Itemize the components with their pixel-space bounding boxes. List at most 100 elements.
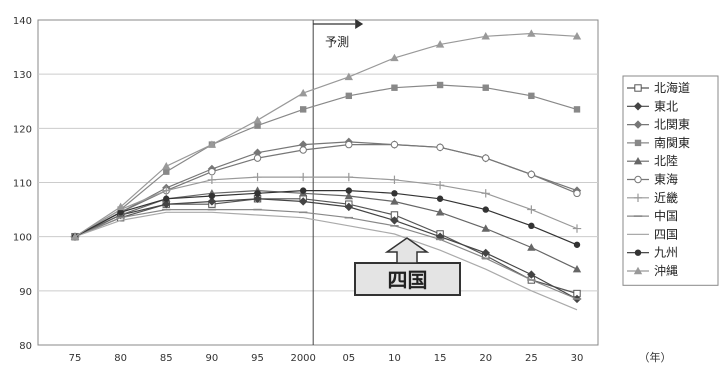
data-point-s3-10 [528, 92, 535, 100]
legend-marker-9 [634, 249, 642, 256]
data-point-s9-4 [254, 190, 261, 197]
data-point-s3-2 [163, 168, 170, 175]
x-tick-label-90: 90 [206, 353, 219, 364]
forecast-label: 予測 [325, 35, 349, 49]
x-tick-label-25: 25 [525, 353, 538, 364]
data-point-s9-7 [391, 190, 398, 197]
data-point-s9-11 [573, 241, 581, 248]
y-tick-label-110: 110 [13, 179, 32, 190]
data-point-s1-9 [481, 248, 490, 258]
data-point-s10-10 [527, 29, 536, 37]
y-tick-label-90: 90 [19, 287, 32, 298]
data-point-s5-11 [573, 189, 581, 198]
data-point-s5-9 [482, 154, 490, 162]
data-point-s1-4 [253, 194, 262, 203]
data-point-s10-11 [572, 32, 582, 40]
data-point-s3-4 [254, 122, 261, 129]
data-point-s6-8 [435, 181, 445, 190]
legend-marker-6 [633, 193, 643, 202]
x-tick-label-95: 95 [251, 353, 264, 364]
data-point-s10-5 [298, 88, 308, 97]
data-point-s6-5 [298, 172, 308, 182]
series-line-6 [74, 176, 578, 238]
data-point-s6-7 [390, 175, 399, 184]
data-point-s5-5 [299, 146, 307, 154]
series-line-10 [74, 32, 578, 238]
data-point-s5-4 [253, 154, 262, 162]
data-point-s10-6 [344, 72, 354, 81]
data-point-s9-6 [345, 187, 353, 194]
legend-marker-10 [633, 266, 643, 275]
highlight-box [354, 262, 461, 296]
data-point-s6-11 [572, 224, 582, 233]
x-tick-label-80: 80 [114, 353, 127, 364]
data-point-s10-7 [390, 53, 399, 62]
legend-label-3: 南関東 [654, 135, 690, 150]
legend-marker-3 [634, 139, 642, 147]
data-point-s5-10 [527, 170, 536, 179]
data-point-s9-9 [482, 206, 489, 213]
y-tick-label-130: 130 [13, 70, 32, 81]
data-point-s3-6 [345, 92, 353, 100]
legend-marker-2 [633, 120, 643, 129]
data-point-s1-6 [344, 202, 354, 212]
y-tick-label-80: 80 [19, 341, 32, 352]
legend-label-8: 四国 [654, 227, 678, 241]
data-point-s2-5 [298, 140, 308, 149]
data-point-s1-2 [162, 199, 171, 209]
y-tick-label-120: 120 [13, 124, 32, 135]
legend-marker-4 [633, 157, 643, 165]
data-point-s4-8 [435, 208, 445, 216]
data-point-s5-8 [436, 143, 444, 151]
series-line-7 [74, 209, 578, 300]
data-point-s6-6 [344, 172, 354, 182]
data-point-s10-8 [435, 40, 445, 48]
data-point-s4-9 [481, 224, 490, 232]
legend-label-2: 北関東 [654, 118, 690, 132]
x-tick-label-2000: 2000 [290, 353, 315, 364]
series-line-9 [74, 190, 578, 246]
legend-label-5: 東海 [654, 172, 678, 187]
data-point-s9-10 [528, 222, 535, 230]
data-point-s6-2 [162, 186, 171, 195]
data-point-s6-9 [481, 189, 490, 198]
data-point-s10-2 [162, 162, 171, 170]
data-point-s10-0 [70, 232, 80, 240]
data-point-s6-10 [527, 205, 536, 214]
data-point-s10-1 [116, 202, 125, 211]
data-point-s6-4 [253, 172, 262, 182]
x-tick-label-30: 30 [571, 353, 584, 364]
data-point-s3-8 [436, 81, 444, 89]
data-point-s9-2 [163, 195, 170, 202]
data-point-s1-5 [298, 197, 308, 206]
data-point-s1-3 [207, 197, 217, 206]
series-line-8 [74, 211, 578, 311]
highlight-arrow [384, 237, 430, 264]
data-point-s9-5 [299, 187, 307, 194]
data-point-s9-3 [208, 192, 216, 200]
data-point-s10-4 [253, 116, 262, 124]
data-point-s4-11 [572, 264, 582, 273]
data-point-s5-6 [345, 140, 353, 149]
data-point-s10-3 [207, 140, 217, 148]
legend-label-7: 中国 [654, 208, 678, 223]
legend-label-4: 北陸 [654, 154, 678, 168]
x-tick-label-75: 75 [69, 353, 82, 364]
y-tick-label-140: 140 [13, 16, 32, 27]
data-point-s6-3 [207, 175, 217, 184]
data-point-s4-7 [390, 197, 399, 205]
legend-label-0: 北海道 [654, 80, 690, 95]
legend-label-6: 近畿 [654, 191, 678, 205]
x-axis-unit: （年） [639, 350, 672, 364]
data-point-s3-5 [299, 106, 307, 113]
x-tick-label-20: 20 [479, 353, 492, 364]
data-point-s3-11 [573, 106, 581, 113]
data-point-s4-10 [527, 243, 536, 251]
x-tick-label-10: 10 [388, 353, 401, 364]
highlight-label: 四国 [388, 268, 428, 292]
data-point-s5-3 [208, 167, 216, 176]
data-point-s2-4 [253, 148, 262, 157]
data-point-s3-9 [482, 84, 489, 91]
x-tick-label-15: 15 [434, 353, 447, 364]
legend-label-9: 九州 [654, 246, 678, 260]
